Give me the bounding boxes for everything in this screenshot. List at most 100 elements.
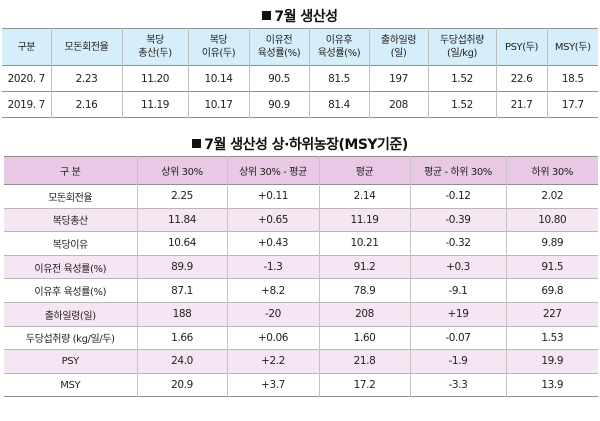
table-cell: 18.5 (546, 65, 598, 92)
table-cell: 11.19 (318, 208, 410, 232)
table1-body: 2020. 7 2.23 11.20 10.14 90.5 81.5 197 1.52 22.6… (2, 65, 598, 118)
row-label: PSY (61, 355, 80, 367)
table-cell: 1.60 (318, 326, 410, 350)
row-label: 출하일령(일) (44, 310, 96, 322)
row-label: 두당섭취량 (kg/일/두) (25, 334, 115, 346)
table1-header-row: 구분 모돈회전율 복당 총산(두) 복당 이유(두) 이유전 육성률(%) 이유후 육성률(%) 출… (2, 28, 598, 66)
table-cell: -0.07 (409, 326, 506, 350)
table2-header-cell: 구 분 (60, 167, 81, 178)
table-cell: 1.52 (427, 91, 496, 118)
table-cell: 208 (368, 91, 428, 118)
table-cell: 24.0 (136, 349, 227, 374)
table2-header-cell: 상위 30% - 평균 (226, 156, 319, 185)
table-cell: -20 (226, 302, 319, 327)
table-cell: 10.14 (187, 65, 249, 92)
table-cell: 13.9 (505, 373, 598, 397)
table-cell: -0.32 (409, 231, 506, 256)
table1-header-text: 복당 (146, 35, 164, 46)
table-cell: 20.9 (136, 373, 227, 397)
table1-header-cell: MSY(두) (546, 28, 598, 66)
table-cell: 11.19 (121, 91, 188, 118)
table-cell: 2.25 (136, 184, 227, 209)
table1-header-text: (일/kg) (446, 48, 478, 59)
table-cell: 21.7 (495, 91, 547, 118)
table-cell: 2.23 (50, 65, 122, 92)
table1-header-cell: PSY(두) (495, 28, 547, 66)
table1-header-text: 모돈회전율 (64, 41, 109, 53)
table1-header-cell: 구분 (2, 28, 51, 66)
table1-header-text: 출하일령 (380, 35, 417, 46)
table-cell: 87.1 (136, 278, 227, 303)
table-row: MSY 20.9 +3.7 17.2 -3.3 13.9 (4, 373, 598, 397)
table2-header-cell: 평균 (318, 156, 410, 185)
row-label: 이유후 육성률(%) (34, 287, 107, 299)
table-cell: 1.66 (136, 326, 227, 350)
table1-header-text: 이유전 (265, 35, 293, 46)
square-bullet-icon (192, 139, 202, 148)
table-row: 모돈회전율 2.25 +0.11 2.14 -0.12 2.02 (4, 184, 598, 209)
table1-header-text: 이유후 (325, 35, 353, 46)
table-cell: 22.6 (495, 65, 547, 92)
table1-header-text: PSY(두) (504, 41, 539, 53)
table2-title-text: 7월 생산성 상·하위농장(MSY기준) (204, 137, 408, 153)
table1-header-cell: 두당섭취량 (일/kg) (427, 28, 496, 66)
table-cell: 91.2 (318, 255, 410, 279)
table2-title: 7월 생산성 상·하위농장(MSY기준) (0, 134, 600, 154)
table2-header-row: 구 분 상위 30% 상위 30% - 평균 평균 평균 - 하위 30% 하위 30% (4, 156, 598, 185)
table-cell: 90.5 (248, 65, 309, 92)
table-cell: 89.9 (136, 255, 227, 279)
table-cell: 10.64 (136, 231, 227, 256)
table-cell: -0.12 (409, 184, 506, 209)
table2-body: 모돈회전율 2.25 +0.11 2.14 -0.12 2.02 복당총산 11.84 +0.6… (4, 184, 598, 397)
production-table-2020: 구분 모돈회전율 복당 총산(두) 복당 이유(두) 이유전 육성률(%) 이유후 육성률(%) 출… (2, 28, 598, 118)
table1-header-text: 총산(두) (138, 48, 172, 59)
row-label: MSY (60, 379, 81, 391)
table1-header-text: 두당섭취량 (439, 35, 484, 46)
table-cell: 1.53 (505, 326, 598, 350)
table1-header-text: 복당 (209, 35, 228, 46)
row-label: 모돈회전율 (48, 192, 93, 204)
table-cell: 188 (136, 302, 227, 327)
table-cell: -0.39 (409, 208, 506, 232)
table-cell: 10.21 (318, 231, 410, 256)
table-row: 출하일령(일) 188 -20 208 +19 227 (4, 302, 598, 327)
table-cell: 10.80 (505, 208, 598, 232)
table-cell: 17.2 (318, 373, 410, 397)
table-cell: +0.43 (226, 231, 319, 256)
table1-header-text: (일) (390, 48, 407, 59)
table-cell: +0.3 (409, 255, 506, 279)
table-cell: +0.06 (226, 326, 319, 350)
row-label: 2020. 7 (7, 72, 46, 85)
square-bullet-icon (262, 11, 272, 20)
table-row: 2019. 7 2.16 11.19 10.17 90.9 81.4 208 1.52 21.7… (2, 91, 598, 118)
table1-header-cell: 출하일령 (일) (368, 28, 428, 66)
table-cell: 197 (368, 65, 428, 92)
table-cell: 90.9 (248, 91, 309, 118)
table-cell: +2.2 (226, 349, 319, 374)
table2-header-cell: 평균 - 하위 30% (409, 156, 506, 185)
table-cell: 78.9 (318, 278, 410, 303)
table-cell: 21.8 (318, 349, 410, 374)
table-row: 이유전 육성률(%) 89.9 -1.3 91.2 +0.3 91.5 (4, 255, 598, 279)
row-label: 복당총산 (52, 216, 89, 228)
table2-header-cell: 상위 30% (136, 156, 227, 185)
table1-header-text: MSY(두) (554, 41, 591, 53)
table-cell: +19 (409, 302, 506, 327)
table-row: 복당이유 10.64 +0.43 10.21 -0.32 9.89 (4, 231, 598, 256)
table-row: 이유후 육성률(%) 87.1 +8.2 78.9 -9.1 69.8 (4, 278, 598, 303)
table-cell: 1.52 (427, 65, 496, 92)
table2-header-cell: 하위 30% (505, 156, 598, 185)
table-cell: 227 (505, 302, 598, 327)
table1-header-text: 육성률(%) (257, 48, 301, 59)
table-cell: +8.2 (226, 278, 319, 303)
table-cell: 17.7 (546, 91, 598, 118)
table1-header-cell: 이유후 육성률(%) (308, 28, 369, 66)
table-cell: 10.17 (187, 91, 249, 118)
row-label: 이유전 육성률(%) (34, 263, 107, 275)
table-cell: -1.9 (409, 349, 506, 374)
table-cell: -3.3 (409, 373, 506, 397)
table-cell: 11.84 (136, 208, 227, 232)
table1-header-cell: 복당 이유(두) (187, 28, 249, 66)
